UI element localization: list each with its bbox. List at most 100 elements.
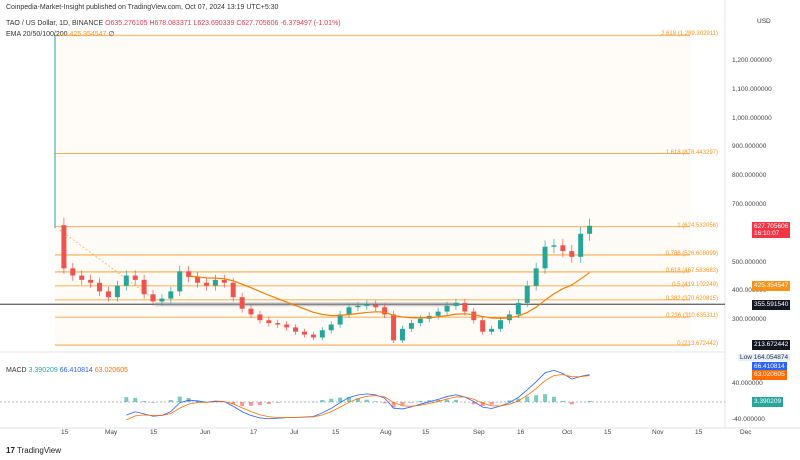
macd-signal-line [126,374,590,421]
candle-body [132,275,138,280]
ohlc-open: O635.276105 [105,20,148,27]
macd-histogram-bar [551,396,556,402]
macd-histogram-bar [329,398,334,402]
fib-level-label: 0.5 (419.102249) [672,281,718,288]
candle-body [266,320,272,324]
ema-hidden-icon: ∅ [108,31,115,38]
candle-body [462,302,468,312]
candle-body [284,324,290,328]
candle-body [97,282,103,292]
macd-histogram-bar [168,400,173,402]
currency-label[interactable]: USD [757,18,771,25]
macd-histogram-bar [409,402,414,403]
candle-body [212,279,218,286]
candle-body [453,302,459,306]
price-axis-label: 1,000.000000 [732,114,772,122]
candle-body [444,305,450,312]
candle-body [257,314,263,321]
candle-body [587,225,593,234]
ema-legend[interactable]: EMA 20/50/100/200 425.354547 ∅ [6,30,115,38]
fib-level-label: 1.618 (878.443297) [665,149,718,156]
resistance-zone [155,302,460,307]
macd-histogram-bar [560,401,565,402]
ohlc-low: L623.690339 [193,20,235,27]
candle-body [355,305,361,308]
fib-level-label: 0.786 (526.608099) [665,250,718,257]
macd-histogram-bar [249,402,254,406]
macd-histogram-bar [266,402,271,404]
ohlc-close: C627.705606 [236,20,279,27]
time-axis-label: 15 [332,429,340,436]
tradingview-logo[interactable]: 17 TradingView [6,446,62,455]
macd-histogram-bar [453,399,458,402]
candle-body [524,285,530,303]
candle-body [310,334,316,338]
macd-line [126,369,590,420]
fib-zero-tag: 213.672442 [752,340,791,350]
candle-body [123,275,129,286]
candle-body [61,225,67,269]
time-axis-label: 15 [61,429,69,436]
fib-level-label: 0.618 (467.583683) [665,267,718,274]
time-axis-label: Jun [200,429,211,436]
candle-body [159,298,165,302]
macd-histogram-bar [124,397,129,402]
candle-body [578,233,584,257]
candle-body [551,245,557,247]
candle-body [230,282,236,298]
candle-body [337,314,343,325]
candle-body [319,330,325,338]
symbol-legend: TAO / US Dollar, 1D, BINANCE O635.276105… [6,20,341,27]
candle-body [399,328,405,341]
candle-body [186,271,192,277]
price-axis-label: 500.000000 [732,258,767,266]
candle-body [533,268,539,286]
fib-level-label: 2.618 (1,289.302911) [661,31,718,38]
macd-histogram-bar [257,402,262,406]
ema-price-tag: 425.354547 [752,281,791,291]
candle-body [471,311,477,321]
candle-body [293,327,299,332]
candle-body [195,277,201,283]
macd-histogram-bar [231,402,236,405]
macd-histogram-bar [400,402,405,406]
price-axis-label: 800.000000 [732,172,767,180]
candle-body [373,304,379,308]
candle-body [141,279,147,295]
ema-label: EMA 20/50/100/200 [6,31,68,38]
candle-body [489,328,495,332]
candle-body [150,294,156,302]
candle-body [88,279,94,283]
candle-body [498,320,503,329]
candle-body [177,271,183,292]
time-axis-label: 16 [517,429,525,436]
price-axis-label: 1,100.000000 [732,85,772,93]
time-axis-label: Sep [473,429,485,436]
macd-histogram-bar [373,401,378,402]
macd-histogram-bar [516,398,521,402]
last-price-tag: 627.705606 16:10:07 [752,222,791,238]
time-axis-label: 15 [150,429,158,436]
fib-level-label: 1 (624.532056) [677,222,718,229]
candle-body [275,323,281,325]
fib-fill [55,35,690,345]
macd-histogram-bar [355,398,360,402]
time-axis-label: Oct [562,429,573,436]
candle-body [480,320,486,332]
macd-legend[interactable]: MACD 3.390209 66.410814 63.020605 [6,367,128,374]
macd-histogram-bar [275,402,280,403]
candle-body [203,282,209,286]
time-axis-label: 17 [250,429,258,436]
candle-body [301,331,307,335]
macd-histogram-bar [320,399,325,402]
macd-histogram-bar [587,401,592,402]
ohlc-change: -6.379497 (-1.01%) [280,20,341,27]
macd-histogram-bar [480,402,485,406]
low-marker: Low 164.054874 [738,354,791,361]
macd-histogram-bar [347,397,352,402]
ema-line [188,272,590,319]
price-axis-label: 400.000000 [732,287,767,295]
macd-histogram-bar [427,400,432,402]
candle-body [364,304,370,306]
